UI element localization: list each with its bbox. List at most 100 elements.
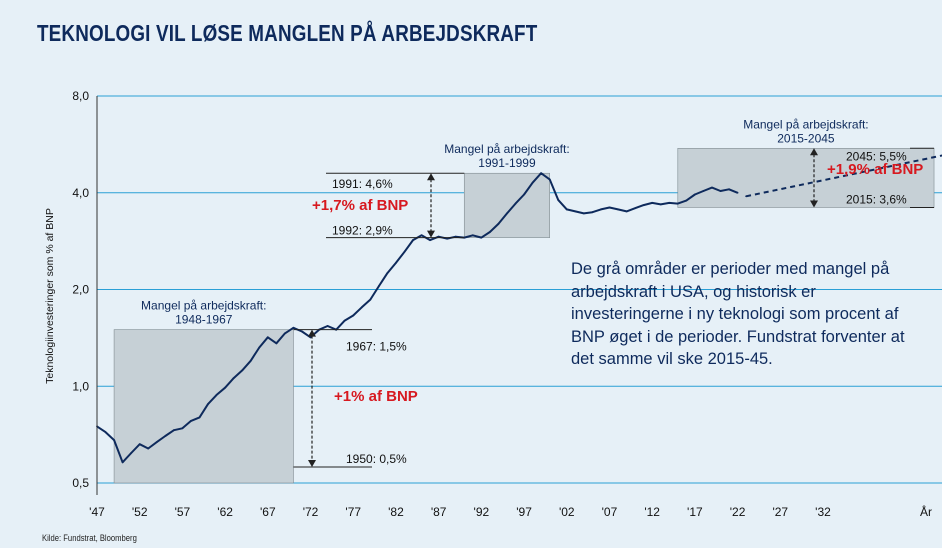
data-point	[676, 202, 679, 205]
data-point	[258, 346, 261, 349]
x-tick-label: '17	[687, 505, 703, 519]
data-point	[224, 386, 227, 389]
data-point	[241, 369, 244, 372]
annotation-2015: 2015: 3,6%	[846, 192, 907, 206]
y-tick-label: 4,0	[72, 186, 89, 200]
y-tick-label: 0,5	[72, 476, 89, 490]
shortage-years: 2015-2045	[777, 131, 835, 145]
data-point	[471, 234, 474, 237]
data-point	[155, 441, 158, 444]
gain-arrow-2-head-down	[427, 230, 435, 238]
data-point	[548, 178, 551, 181]
data-point	[625, 210, 628, 213]
data-point	[420, 234, 423, 237]
x-tick-label: '77	[345, 505, 361, 519]
data-point	[164, 435, 167, 437]
y-tick-label: 1,0	[72, 379, 89, 393]
shortage-label: Mangel på arbejdskraft:	[743, 117, 868, 131]
data-point	[693, 193, 696, 196]
data-point	[369, 298, 372, 301]
axis-layer: 8,0 4,0 2,0 1,0 0,5 Teknologiinvesteringer so…	[44, 89, 932, 519]
x-tick-label: '67	[260, 505, 276, 519]
data-point	[608, 206, 611, 209]
annotation-1967: 1967: 1,5%	[346, 340, 407, 354]
shortage-box	[463, 172, 550, 238]
annotation-2045: 2045: 5,5%	[846, 149, 907, 163]
gain-arrow-3-head-up	[810, 148, 818, 156]
data-point	[284, 332, 286, 335]
data-point	[104, 431, 107, 434]
data-point	[574, 210, 577, 213]
annotation-1950: 1950: 0,5%	[346, 452, 407, 466]
data-point	[395, 261, 397, 264]
x-tick-label: '02	[559, 505, 575, 519]
annotation-1992: 1992: 2,9%	[332, 224, 393, 238]
data-point	[403, 250, 406, 253]
data-point	[326, 325, 329, 327]
data-point	[412, 239, 414, 241]
data-point	[249, 359, 252, 362]
data-point	[437, 235, 440, 238]
forecast-line	[745, 154, 942, 198]
data-point	[617, 208, 619, 211]
data-point	[454, 235, 457, 238]
x-tick-label: '57	[175, 505, 191, 519]
data-point	[702, 190, 705, 192]
data-point	[506, 212, 508, 215]
data-point	[301, 330, 303, 333]
x-tick-label: '82	[388, 505, 404, 519]
data-point	[728, 188, 730, 191]
data-point	[198, 416, 201, 419]
shortage-label: Mangel på arbejdskraft:	[444, 142, 569, 156]
data-point	[377, 285, 380, 287]
data-point	[172, 429, 175, 432]
x-tick-label: '47	[89, 505, 105, 519]
x-tick-label: '22	[730, 505, 746, 519]
data-point	[386, 272, 389, 274]
data-point	[232, 377, 235, 380]
data-point	[514, 202, 517, 205]
data-point	[523, 193, 525, 196]
data-point	[651, 201, 654, 204]
data-point	[181, 427, 184, 430]
data-point	[531, 181, 534, 184]
data-point	[488, 231, 491, 233]
data-point	[565, 208, 568, 211]
y-tick-label: 2,0	[72, 283, 89, 297]
data-point	[147, 447, 150, 450]
shortage-box	[677, 147, 935, 208]
data-point	[719, 190, 722, 192]
x-tick-label: '27	[772, 505, 788, 519]
shortage-layer	[113, 147, 935, 484]
data-point	[113, 439, 115, 441]
data-point	[446, 237, 449, 240]
data-point	[190, 420, 192, 422]
x-axis-label: År	[920, 504, 932, 519]
page-title: TEKNOLOGI VIL LØSE MANGLEN PÅ ARBEJDSKRA…	[37, 20, 538, 46]
y-axis-label: Teknologiinvesteringer som % af BNP	[44, 208, 56, 384]
data-point	[634, 207, 636, 210]
data-point	[266, 336, 269, 339]
data-point	[138, 443, 141, 446]
annotation-gain-3: +1,9% af BNP	[827, 161, 923, 178]
data-point	[343, 319, 346, 322]
data-point	[215, 393, 218, 396]
data-point	[668, 201, 671, 204]
data-point	[121, 461, 124, 464]
x-tick-label: '32	[815, 505, 831, 519]
x-tick-label: '92	[474, 505, 490, 519]
shortage-box	[113, 329, 294, 484]
data-point	[711, 186, 713, 189]
x-tick-label: '12	[644, 505, 660, 519]
data-point	[207, 403, 209, 405]
x-tick-label: '97	[516, 505, 532, 519]
x-tick-label: '87	[431, 505, 447, 519]
x-tick-label: '62	[217, 505, 233, 519]
x-tick-label: '07	[602, 505, 618, 519]
gain-arrow-3-head-down	[810, 200, 818, 208]
data-point	[275, 342, 278, 345]
y-tick-label: 8,0	[72, 89, 89, 103]
data-point	[540, 172, 543, 175]
